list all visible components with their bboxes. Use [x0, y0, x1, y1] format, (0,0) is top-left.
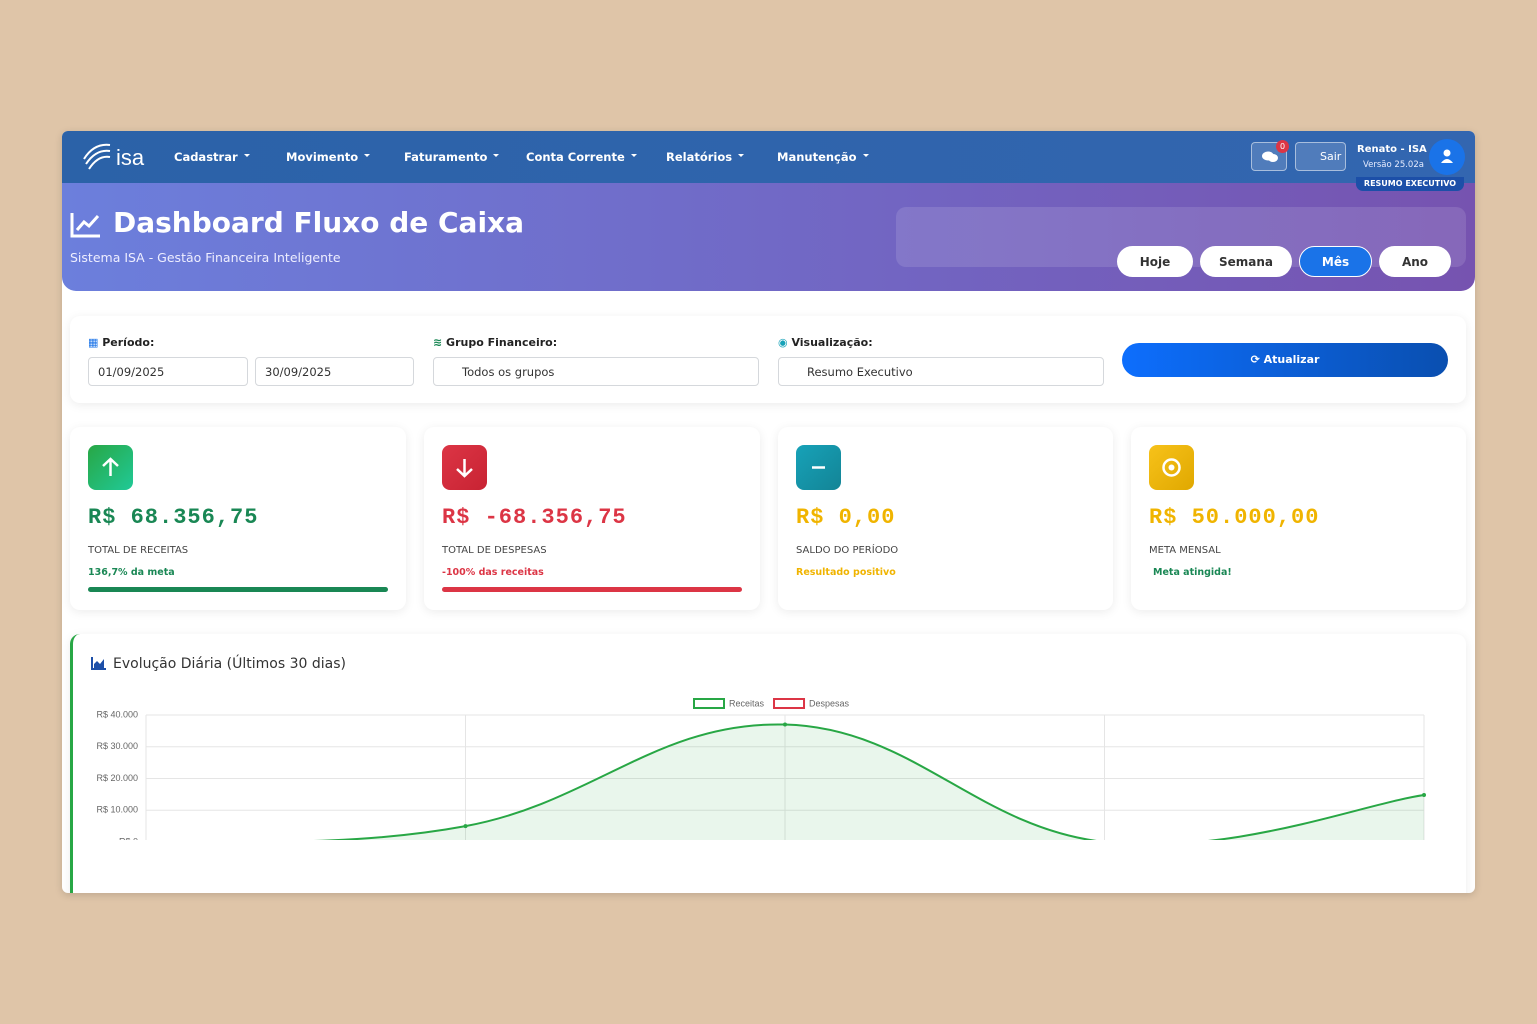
progress-bar — [88, 587, 388, 592]
kpi-note: Resultado positivo — [796, 567, 896, 578]
view-tag: RESUMO EXECUTIVO — [1356, 177, 1464, 191]
menu-label: Relatórios — [666, 150, 733, 164]
chart-card: Evolução Diária (Últimos 30 dias) — [70, 634, 1466, 893]
y-tick-label: R$ 0 — [119, 836, 138, 840]
menu-item[interactable]: Manutenção — [777, 150, 869, 164]
kpi-card: R$ 50.000,00 META MENSAL Meta atingida! — [1131, 427, 1466, 610]
group-select[interactable]: Todos os grupos — [433, 357, 759, 386]
kpi-label: META MENSAL — [1149, 545, 1221, 556]
menu-item[interactable]: Cadastrar — [174, 150, 250, 164]
chart: R$ 0 R$ 10.000 R$ 20.000 R$ 30.000 R$ 40.000… — [96, 698, 1426, 840]
chart-icon — [70, 213, 100, 238]
logo[interactable]: isa — [116, 145, 145, 170]
y-tick-label: R$ 10.000 — [96, 805, 138, 815]
filter-label-text: Visualização: — [791, 336, 873, 349]
kpi-icon — [1149, 445, 1194, 490]
y-tick-label: R$ 30.000 — [96, 741, 138, 751]
kpi-note: -100% das receitas — [442, 567, 544, 578]
kpi-icon — [442, 445, 487, 490]
period-button-active[interactable]: Mês — [1299, 246, 1372, 277]
legend-swatch — [693, 698, 725, 709]
data-point — [463, 824, 468, 829]
period-button[interactable]: Hoje — [1117, 246, 1193, 277]
period-label: Hoje — [1139, 254, 1171, 269]
filter-label: ▦ Período: — [88, 336, 155, 349]
menu-label: Cadastrar — [174, 150, 238, 164]
select-value: Todos os grupos — [462, 365, 555, 379]
kpi-label: SALDO DO PERÍODO — [796, 545, 899, 556]
version: Versão 25.02a — [1363, 160, 1424, 170]
notification-badge: 0 — [1276, 140, 1289, 153]
app-window: isa Cadastrar Movimento Faturamento Cont… — [62, 131, 1475, 893]
chart-title: Evolução Diária (Últimos 30 dias) — [113, 656, 346, 672]
logo-icon — [83, 143, 111, 170]
date-input[interactable]: 30/09/2025 — [255, 357, 414, 386]
period-label: Semana — [1218, 254, 1274, 269]
refresh-label: Atualizar — [1263, 353, 1320, 366]
filter-label-text: Período: — [102, 336, 155, 349]
legend-label: Despesas — [809, 698, 850, 708]
kpi-value: R$ 50.000,00 — [1149, 505, 1320, 530]
legend-label: Receitas — [729, 698, 765, 708]
period-label: Ano — [1401, 254, 1429, 269]
avatar-icon — [1441, 149, 1453, 163]
menu-item[interactable]: Movimento — [286, 150, 370, 164]
kpi-label: TOTAL DE DESPESAS — [442, 545, 547, 556]
date-value: 30/09/2025 — [265, 365, 332, 379]
view-select[interactable]: Resumo Executivo — [778, 357, 1104, 386]
filter-label: ≋ Grupo Financeiro: — [433, 336, 558, 349]
kpi-note: 136,7% da meta — [88, 567, 175, 578]
menu-label: Movimento — [286, 150, 359, 164]
area-fill — [339, 724, 1424, 840]
period-label: Mês — [1321, 254, 1350, 269]
kpi-note: Meta atingida! — [1153, 567, 1232, 578]
logout-label: Sair — [1320, 150, 1342, 163]
header: Dashboard Fluxo de Caixa Sistema ISA - G… — [62, 177, 1475, 291]
menu-item[interactable]: Relatórios — [666, 150, 744, 164]
kpi-value: R$ -68.356,75 — [442, 505, 627, 530]
kpi-card: R$ -68.356,75 TOTAL DE DESPESAS -100% da… — [424, 427, 760, 610]
y-tick-label: R$ 40.000 — [96, 709, 138, 719]
date-input[interactable]: 01/09/2025 — [88, 357, 248, 386]
kpi-value: R$ 0,00 — [796, 505, 896, 530]
kpi-icon — [88, 445, 133, 490]
data-point — [783, 722, 787, 727]
date-value: 01/09/2025 — [98, 365, 165, 379]
page-title: Dashboard Fluxo de Caixa — [113, 206, 524, 239]
filter-label: ◉ Visualização: — [778, 336, 873, 349]
avatar[interactable] — [1429, 139, 1465, 175]
period-button[interactable]: Ano — [1379, 246, 1451, 277]
kpi-card: R$ 68.356,75 TOTAL DE RECEITAS 136,7% da… — [70, 427, 406, 610]
select-value: Resumo Executivo — [807, 365, 913, 379]
legend-swatch — [773, 698, 806, 709]
kpi-icon — [796, 445, 841, 490]
menu-label: Faturamento — [404, 150, 488, 164]
menu-label: Conta Corrente — [526, 150, 625, 164]
filter-card: ▦ Período: 01/09/2025 30/09/2025 ≋ Grupo… — [70, 316, 1466, 403]
period-panel: Hoje Semana Mês Ano — [896, 207, 1466, 277]
menu-label: Manutenção — [777, 150, 857, 164]
refresh-button[interactable]: ⟳ Atualizar — [1122, 343, 1448, 377]
period-button[interactable]: Semana — [1200, 246, 1292, 277]
navbar: isa Cadastrar Movimento Faturamento Cont… — [62, 131, 1475, 183]
user-name: Renato - ISA — [1357, 144, 1427, 155]
progress-bar — [442, 587, 742, 592]
logout-button[interactable]: Sair — [1295, 142, 1346, 171]
menu-item[interactable]: Faturamento — [404, 150, 499, 164]
data-point — [1422, 793, 1426, 798]
filter-label-text: Grupo Financeiro: — [446, 336, 558, 349]
kpi-card: R$ 0,00 SALDO DO PERÍODO Resultado posit… — [778, 427, 1113, 610]
area-icon — [91, 657, 106, 670]
menu-item[interactable]: Conta Corrente — [526, 150, 637, 164]
page-subtitle: Sistema ISA - Gestão Financeira Intelige… — [70, 250, 341, 265]
chat-icon — [1262, 151, 1278, 162]
y-tick-label: R$ 20.000 — [96, 773, 138, 783]
kpi-label: TOTAL DE RECEITAS — [88, 545, 189, 556]
kpi-value: R$ 68.356,75 — [88, 505, 259, 530]
